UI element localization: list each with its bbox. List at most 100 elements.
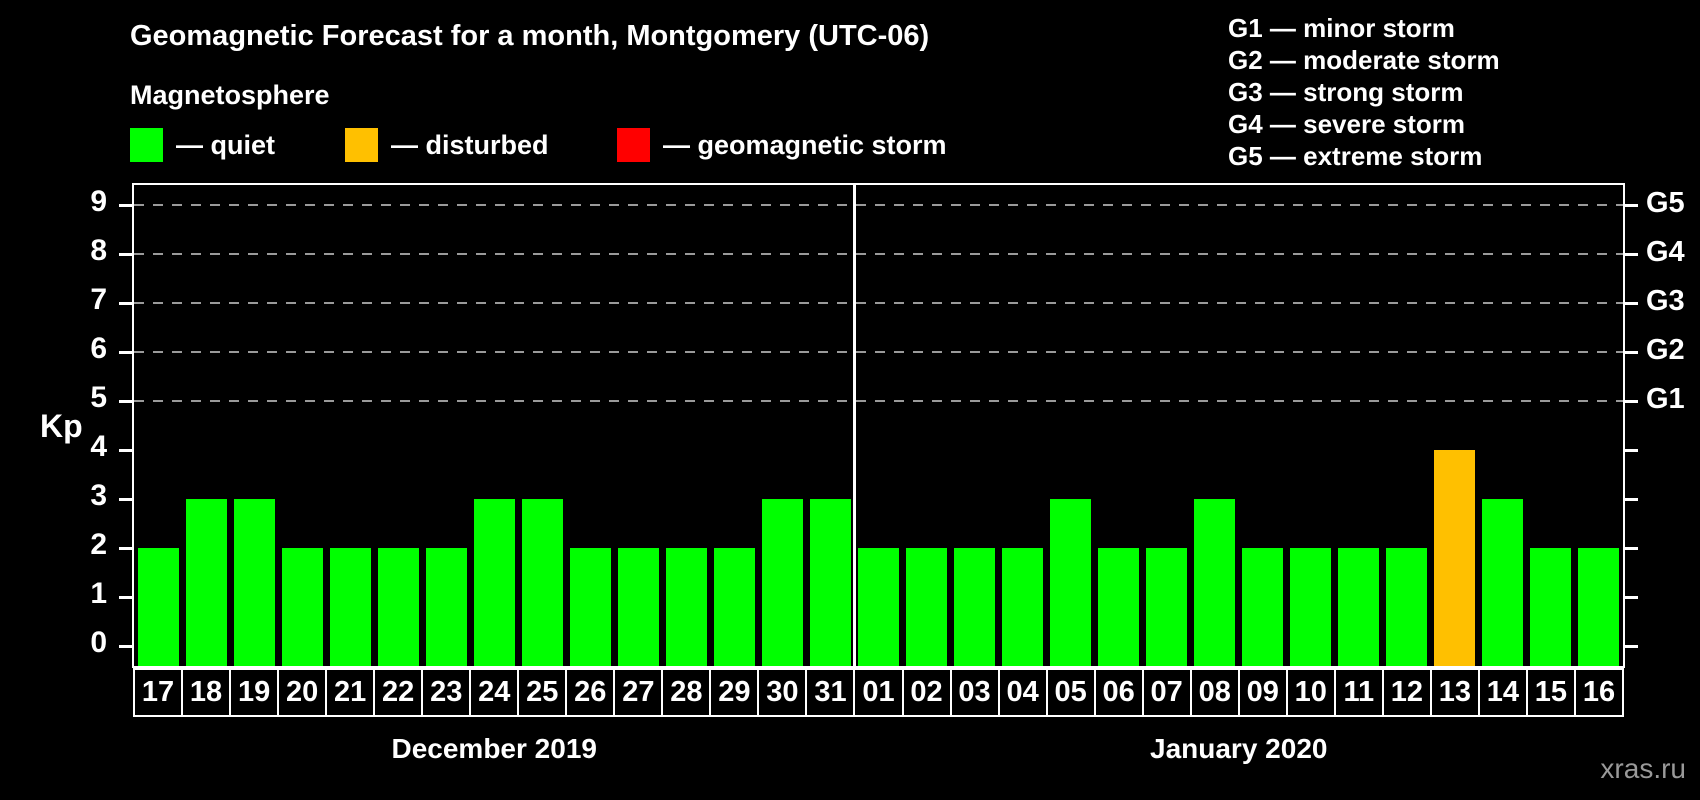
right-axis-label-g3: G3	[1646, 284, 1685, 317]
kp-bar-21	[329, 548, 371, 666]
kp-bar-22	[377, 548, 419, 666]
kp-bar-27	[617, 548, 659, 666]
kp-bar-26	[569, 548, 611, 666]
date-label-15: 15	[1525, 668, 1576, 717]
y-axis-tick-left	[119, 350, 132, 354]
kp-bar-03	[954, 548, 996, 666]
date-label-01: 01	[853, 668, 904, 717]
kp-bar-09	[1242, 548, 1284, 666]
date-label-03: 03	[949, 668, 1000, 717]
kp-bar-07	[1146, 548, 1188, 666]
y-axis-label-9: 9	[90, 184, 107, 218]
date-label-18: 18	[181, 668, 232, 717]
y-axis-tick-left	[119, 399, 132, 403]
y-axis-label-3: 3	[90, 479, 107, 513]
kp-bar-16	[1578, 548, 1620, 666]
disturbed-label: — disturbed	[391, 129, 549, 160]
y-axis-label-0: 0	[90, 626, 107, 660]
kp-bar-20	[281, 548, 323, 666]
y-axis-tick-right	[1625, 203, 1638, 207]
gridline-kp-7	[134, 301, 1623, 304]
y-axis-tick-right	[1625, 547, 1638, 551]
kp-bar-11	[1338, 548, 1380, 666]
right-axis-label-g2: G2	[1646, 333, 1685, 366]
date-label-19: 19	[229, 668, 280, 717]
kp-bar-06	[1098, 548, 1140, 666]
date-label-25: 25	[517, 668, 568, 717]
date-label-27: 27	[613, 668, 664, 717]
g-scale-legend-item-g1: G1 — minor storm	[1228, 13, 1455, 43]
gridline-kp-8	[134, 252, 1623, 255]
kp-bar-10	[1290, 548, 1332, 666]
y-axis-tick-left	[119, 203, 132, 207]
storm-label: — geomagnetic storm	[663, 129, 947, 160]
date-label-07: 07	[1141, 668, 1192, 717]
kp-bar-02	[906, 548, 948, 666]
y-axis-tick-right	[1625, 252, 1638, 256]
kp-bar-25	[521, 499, 563, 666]
y-axis-tick-left	[119, 301, 132, 305]
date-label-22: 22	[373, 668, 424, 717]
kp-bar-14	[1482, 499, 1524, 666]
legend-item-quiet: — quiet	[130, 128, 275, 162]
date-label-21: 21	[325, 668, 376, 717]
y-axis-tick-right	[1625, 498, 1638, 502]
kp-bar-05	[1050, 499, 1092, 666]
y-axis-tick-left	[119, 547, 132, 551]
legend-item-storm: — geomagnetic storm	[617, 128, 947, 162]
gridline-kp-5	[134, 399, 1623, 402]
kp-bar-17	[137, 548, 179, 666]
y-axis-label-1: 1	[90, 577, 107, 611]
date-label-06: 06	[1093, 668, 1144, 717]
kp-bar-19	[233, 499, 275, 666]
g-scale-legend-item-g4: G4 — severe storm	[1228, 109, 1466, 139]
disturbed-swatch-icon	[345, 128, 378, 162]
kp-bar-13	[1434, 450, 1476, 666]
quiet-label: — quiet	[176, 129, 275, 160]
date-label-17: 17	[133, 668, 184, 717]
date-label-28: 28	[661, 668, 712, 717]
kp-bar-30	[761, 499, 803, 666]
y-axis-tick-left	[119, 498, 132, 502]
y-axis-tick-right	[1625, 399, 1638, 403]
date-label-05: 05	[1045, 668, 1096, 717]
y-axis-tick-right	[1625, 645, 1638, 649]
right-axis-label-g4: G4	[1646, 235, 1685, 268]
date-label-02: 02	[901, 668, 952, 717]
date-label-12: 12	[1381, 668, 1432, 717]
kp-bar-31	[809, 499, 851, 666]
month-label-1: January 2020	[1150, 733, 1328, 764]
kp-bar-28	[665, 548, 707, 666]
date-label-20: 20	[277, 668, 328, 717]
date-label-11: 11	[1333, 668, 1384, 717]
date-label-29: 29	[709, 668, 760, 717]
y-axis-tick-left	[119, 449, 132, 453]
date-label-30: 30	[757, 668, 808, 717]
y-axis-label-5: 5	[90, 380, 107, 414]
date-label-16: 16	[1573, 668, 1624, 717]
date-label-08: 08	[1189, 668, 1240, 717]
gridline-kp-9	[134, 203, 1623, 206]
y-axis-tick-right	[1625, 596, 1638, 600]
y-axis-tick-left	[119, 252, 132, 256]
g-scale-legend-item-g5: G5 — extreme storm	[1228, 141, 1483, 171]
date-label-26: 26	[565, 668, 616, 717]
kp-bar-01	[857, 548, 899, 666]
y-axis-tick-left	[119, 645, 132, 649]
kp-bar-08	[1194, 499, 1236, 666]
g-scale-legend-item-g3: G3 — strong storm	[1228, 77, 1464, 107]
y-axis-label-2: 2	[90, 528, 107, 562]
kp-bar-18	[185, 499, 227, 666]
y-axis-tick-right	[1625, 449, 1638, 453]
kp-bar-24	[473, 499, 515, 666]
y-axis-label-6: 6	[90, 331, 107, 365]
y-axis-label-4: 4	[90, 430, 107, 464]
right-axis-label-g1: G1	[1646, 382, 1685, 415]
date-label-04: 04	[997, 668, 1048, 717]
g-scale-legend: G1 — minor storm G2 — moderate storm G3 …	[1228, 12, 1500, 172]
quiet-swatch-icon	[130, 128, 163, 162]
date-label-31: 31	[805, 668, 856, 717]
kp-bar-12	[1386, 548, 1428, 666]
y-axis-tick-left	[119, 596, 132, 600]
